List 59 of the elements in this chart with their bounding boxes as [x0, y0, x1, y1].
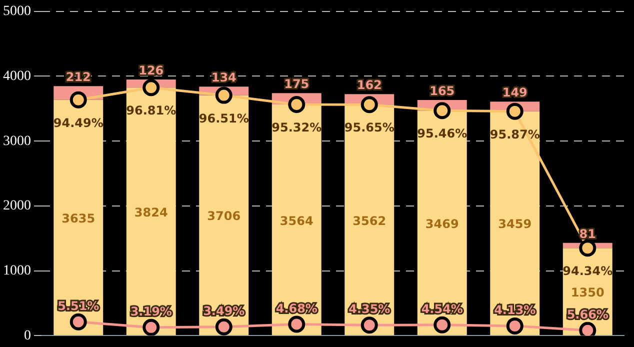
data-label: 3562 [352, 214, 386, 228]
point [360, 96, 378, 114]
data-label: 3824 [134, 205, 168, 220]
point [288, 96, 306, 114]
point [360, 316, 378, 334]
point [70, 313, 87, 330]
annotation: 3.19% [130, 304, 172, 318]
annotation: 94.34% [562, 264, 613, 278]
data-label: 3706 [207, 209, 241, 224]
data-label: 165 [430, 84, 455, 98]
point [142, 318, 160, 336]
y-tick-label: 1000 [3, 263, 31, 278]
y-tick-label: 2000 [3, 198, 31, 214]
annotation: 95.32% [272, 120, 322, 135]
annotation: 96.51% [198, 111, 249, 126]
annotation: 4.13% [494, 302, 536, 317]
point [215, 86, 232, 104]
point [506, 317, 524, 334]
annotation: 95.65% [344, 120, 394, 135]
annotation: 3.49% [203, 304, 245, 318]
data-label: 175 [284, 77, 310, 92]
data-label: 212 [66, 70, 91, 84]
point [215, 318, 232, 336]
annotation: 95.87% [490, 127, 540, 142]
y-tick-label: 3000 [3, 134, 31, 149]
annotation: 4.68% [276, 301, 318, 316]
annotation: 95.46% [417, 126, 468, 141]
bar [199, 95, 249, 336]
annotation: 94.49% [53, 116, 104, 130]
annotation: 4.35% [348, 302, 390, 316]
data-label: 134 [211, 70, 236, 85]
annotation: 5.51% [58, 298, 100, 313]
data-label: 3459 [498, 217, 532, 232]
point [70, 91, 87, 108]
data-label: 149 [502, 86, 528, 100]
point [506, 102, 524, 120]
point [288, 316, 306, 333]
bar [417, 110, 467, 336]
point [434, 102, 451, 120]
data-label: 3564 [280, 214, 314, 228]
point [434, 316, 451, 334]
point [142, 79, 160, 96]
data-label: 3635 [62, 212, 96, 226]
bar [490, 111, 540, 336]
data-label: 3469 [425, 216, 459, 231]
annotation: 4.54% [421, 302, 463, 316]
y-tick-label: 0 [24, 328, 31, 344]
bar [272, 104, 322, 336]
data-label: 1350 [570, 286, 604, 300]
y-tick-label: 5000 [3, 4, 31, 20]
y-tick-label: 4000 [3, 68, 31, 84]
annotation: 5.66% [566, 307, 608, 322]
annotation: 96.81% [126, 104, 176, 118]
point [579, 322, 596, 336]
bar [54, 100, 104, 336]
point [579, 240, 596, 257]
data-label: 126 [138, 63, 164, 78]
data-label: 162 [356, 78, 382, 92]
bar [344, 104, 394, 336]
